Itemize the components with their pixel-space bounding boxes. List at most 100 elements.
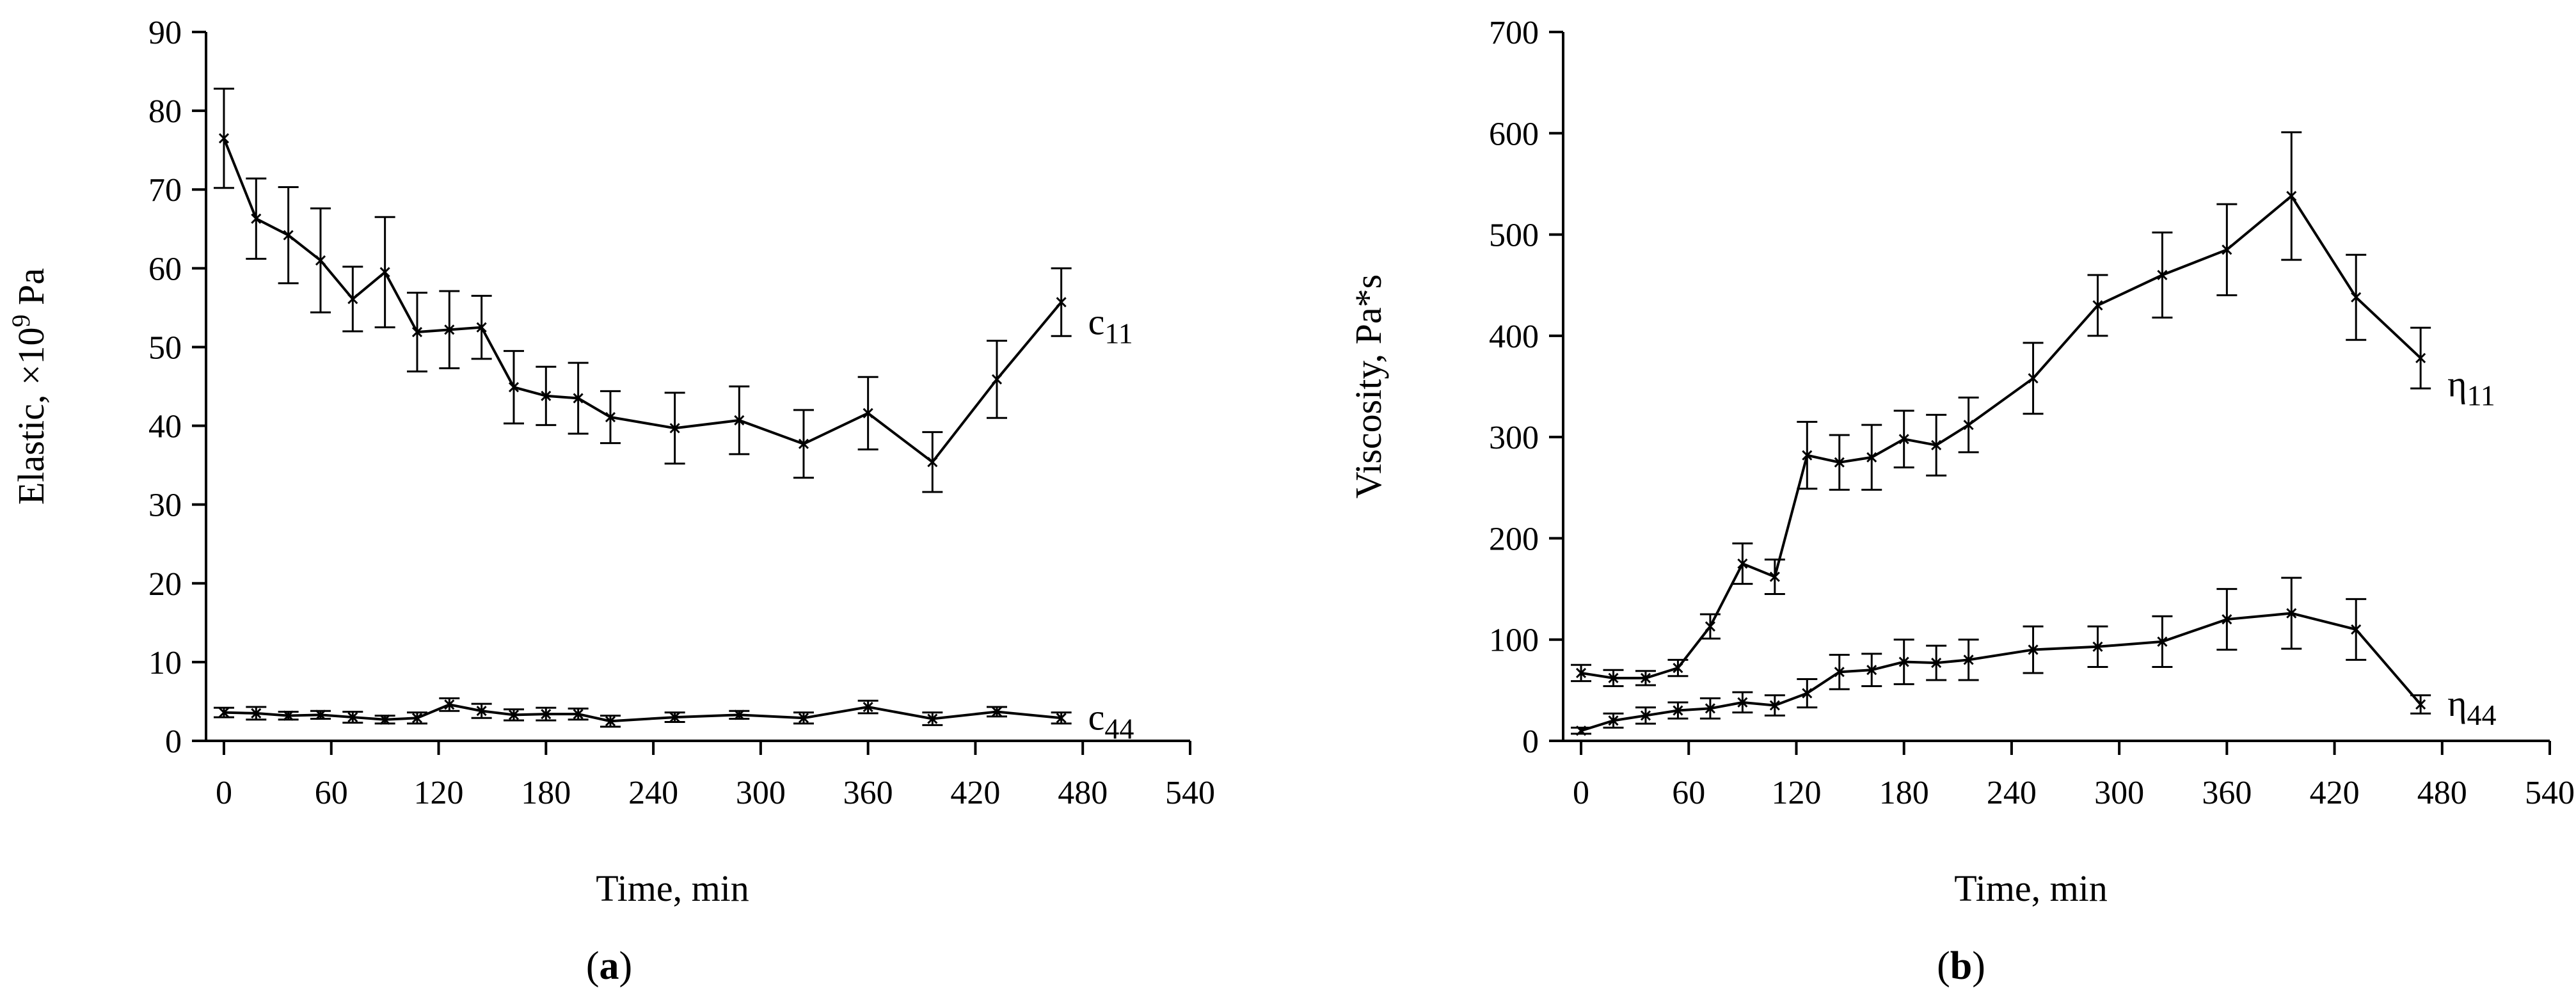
data-point: [1769, 700, 1780, 711]
x-tick-label: 0: [1573, 775, 1589, 811]
data-point: [573, 393, 584, 404]
series-label: c11: [1088, 301, 1133, 349]
y-tick-label: 10: [148, 645, 182, 681]
data-point: [669, 712, 680, 723]
y-tick-label: 60: [148, 251, 182, 287]
series-label: η44: [2447, 683, 2496, 731]
data-point: [2351, 624, 2362, 635]
y-tick-label: 80: [148, 93, 182, 130]
data-point: [1673, 662, 1683, 674]
data-point: [863, 408, 873, 418]
panel-label: (a): [586, 944, 632, 988]
x-tick-label: 540: [2525, 775, 2575, 811]
x-tick-label: 360: [843, 775, 893, 811]
data-point: [1866, 452, 1877, 463]
data-point: [251, 213, 262, 224]
y-tick-label: 40: [148, 409, 182, 445]
data-point: [347, 294, 358, 305]
data-point: [379, 267, 390, 278]
series-line: [223, 703, 1061, 723]
data-point: [283, 710, 294, 721]
data-point: [218, 133, 230, 144]
data-point: [251, 708, 262, 718]
data-point: [1608, 672, 1619, 683]
data-point: [2286, 608, 2297, 619]
y-tick-label: 500: [1489, 218, 1539, 254]
x-tick-label: 120: [414, 775, 464, 811]
data-point: [798, 713, 809, 724]
y-tick-label: 20: [148, 566, 182, 603]
data-point: [669, 423, 680, 434]
x-tick-label: 60: [315, 775, 348, 811]
data-point: [508, 382, 520, 393]
data-point: [2222, 244, 2232, 255]
y-tick-label: 0: [165, 724, 182, 760]
data-point: [1834, 667, 1845, 678]
data-point: [1575, 726, 1587, 736]
data-point: [1056, 713, 1067, 724]
series-line: [1580, 612, 2422, 733]
data-point: [1705, 621, 1715, 632]
y-tick-label: 600: [1489, 116, 1539, 152]
x-tick-label: 420: [2310, 775, 2360, 811]
y-tick-label: 30: [148, 488, 182, 524]
data-point: [1608, 715, 1619, 726]
data-point: [1802, 688, 1813, 699]
data-point: [1705, 703, 1715, 714]
data-point: [1737, 697, 1748, 708]
x-axis-label: Time, min: [596, 868, 749, 909]
data-point: [2222, 614, 2232, 625]
series-label: η11: [2447, 363, 2495, 412]
x-tick-label: 480: [2417, 775, 2467, 811]
series-line: [1580, 194, 2422, 679]
x-tick-label: 0: [216, 775, 232, 811]
data-point: [734, 710, 745, 720]
x-axis-label: Time, min: [1954, 868, 2108, 909]
y-tick-label: 700: [1489, 15, 1539, 51]
y-tick-label: 200: [1489, 521, 1539, 557]
x-tick-label: 420: [950, 775, 1000, 811]
panel-label: (b): [1937, 944, 1985, 988]
y-tick-label: 70: [148, 172, 182, 209]
data-point: [1640, 710, 1651, 721]
data-point: [444, 699, 455, 710]
data-point: [476, 706, 487, 717]
data-point: [605, 411, 616, 423]
data-point: [444, 324, 455, 335]
data-point: [347, 712, 358, 723]
x-tick-label: 540: [1165, 775, 1215, 811]
data-point: [411, 713, 423, 724]
data-point: [476, 322, 487, 333]
data-point: [1931, 658, 1942, 669]
data-point: [508, 710, 520, 720]
data-point: [2351, 292, 2362, 303]
data-point: [2092, 641, 2103, 652]
panel-b-chart: 0 100 200 300 400 500 600 700 0 60 120 180 240 300 360…: [1348, 15, 2575, 988]
data-point: [2157, 269, 2168, 280]
data-point: [2415, 353, 2426, 363]
y-tick-label: 50: [148, 329, 182, 366]
x-tick-label: 240: [1987, 775, 2037, 811]
x-tick-label: 180: [521, 775, 571, 811]
data-point: [1866, 665, 1877, 676]
series-η11: η11: [1571, 131, 2495, 688]
y-tick-label: 0: [1522, 724, 1539, 760]
x-tick-label: 300: [736, 775, 786, 811]
data-point: [315, 710, 326, 720]
data-point: [605, 716, 616, 727]
data-point: [1640, 672, 1651, 683]
data-point: [541, 390, 552, 401]
series-line: [223, 138, 1063, 464]
y-axis-label: Elastic, ×109 Pa: [6, 268, 52, 505]
data-point: [927, 713, 938, 724]
data-point: [1898, 434, 1909, 445]
data-point: [991, 374, 1003, 385]
x-tick-label: 360: [2202, 775, 2252, 811]
data-point: [1802, 450, 1813, 461]
data-point: [1963, 420, 1974, 431]
data-point: [411, 326, 423, 338]
y-tick-label: 90: [148, 15, 182, 51]
series-η44: η44: [1571, 576, 2496, 736]
data-point: [1056, 297, 1067, 308]
